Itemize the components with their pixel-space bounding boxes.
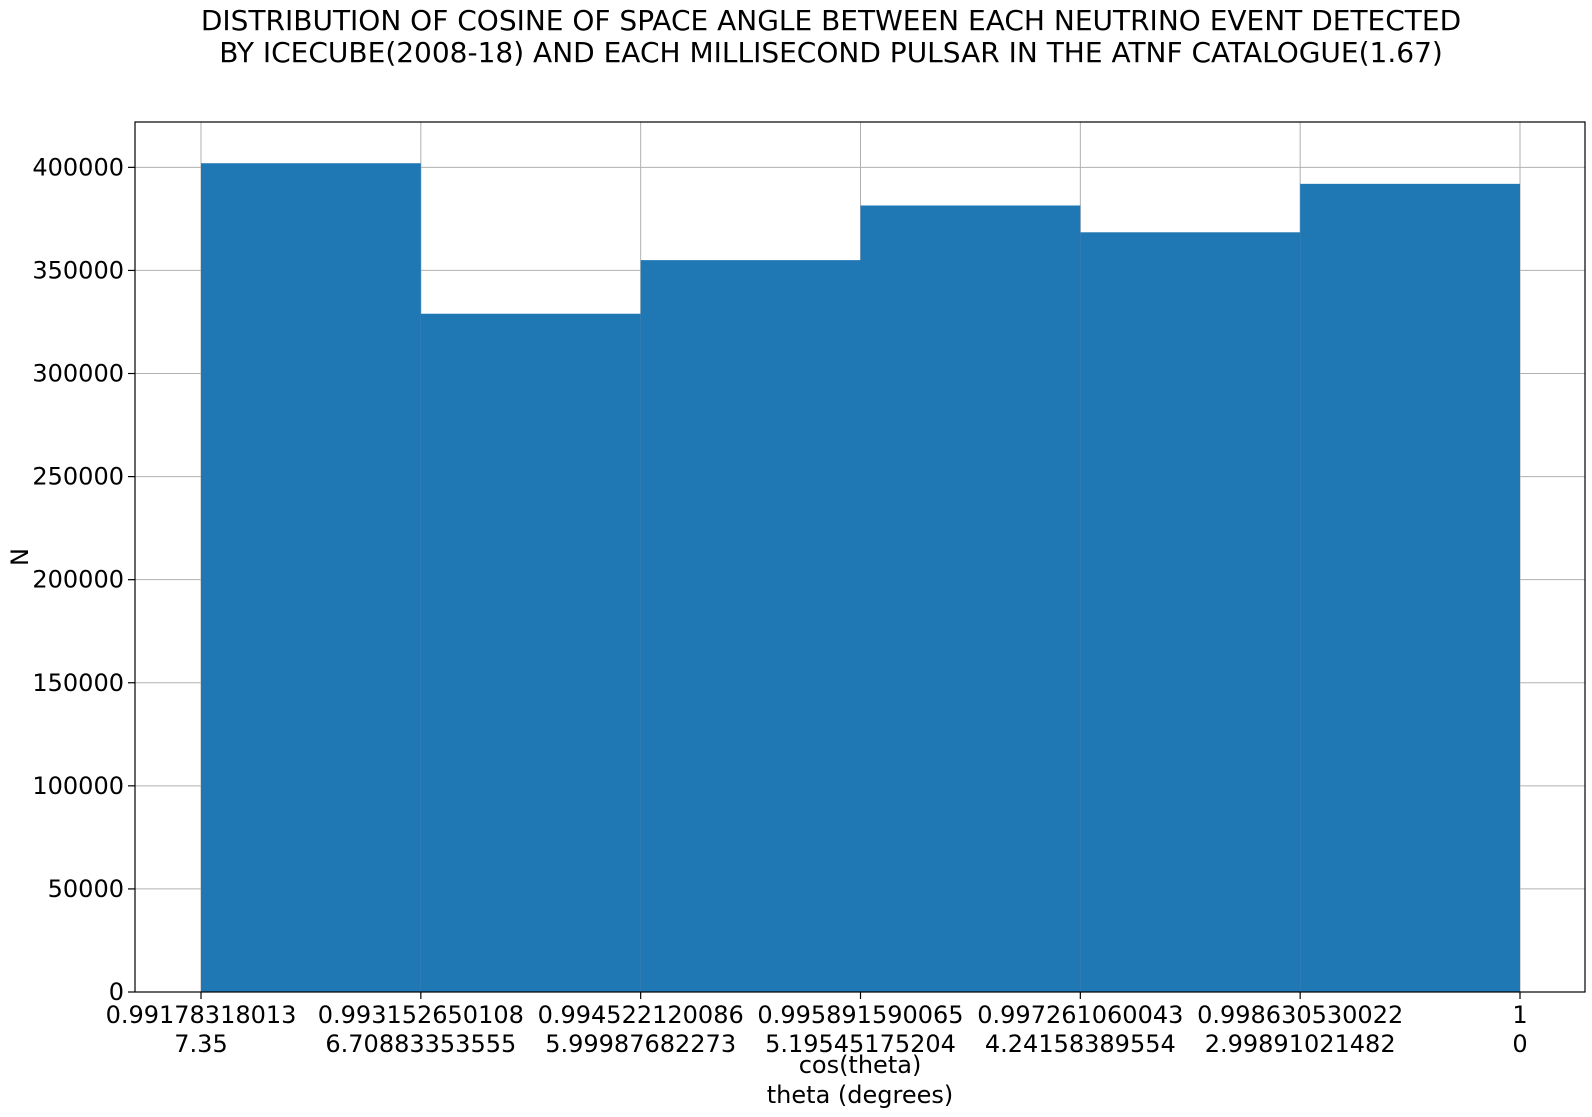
- y-tick-label-4: 200000: [32, 566, 124, 594]
- x-tick-label-cos-4: 0.997261060043: [977, 1001, 1183, 1029]
- histogram-bar-0: [201, 163, 421, 992]
- x-tick-label-cos-2: 0.994522120086: [538, 1001, 744, 1029]
- x-tick-label-cos-3: 0.995891590065: [757, 1001, 963, 1029]
- x-tick-label-cos-5: 0.998630530022: [1197, 1001, 1403, 1029]
- y-tick-label-5: 250000: [32, 463, 124, 491]
- histogram-bar-5: [1300, 183, 1520, 993]
- x-tick-label-theta-6: 0: [1512, 1030, 1527, 1058]
- histogram-bar-1: [420, 313, 641, 992]
- y-tick-label-1: 50000: [48, 875, 124, 903]
- y-tick-label-2: 100000: [32, 772, 124, 800]
- histogram-bar-4: [1080, 232, 1301, 992]
- y-tick-label-6: 300000: [32, 360, 124, 388]
- y-tick-label-7: 350000: [32, 256, 124, 284]
- x-tick-label-theta-4: 4.24158389554: [985, 1030, 1176, 1058]
- y-axis-label: N: [6, 548, 34, 566]
- x-tick-label-theta-3: 5.19545175204: [765, 1030, 956, 1058]
- x-axis-label-cos: cos(theta): [799, 1051, 922, 1079]
- x-tick-label-theta-0: 7.35: [174, 1030, 227, 1058]
- y-tick-label-3: 150000: [32, 669, 124, 697]
- chart-title-line-2: BY ICECUBE(2008-18) AND EACH MILLISECOND…: [219, 36, 1443, 69]
- histogram-bars: [201, 163, 1520, 993]
- x-axis-label-theta: theta (degrees): [767, 1081, 953, 1109]
- y-axis: 0 50000 100000 150000 200000 250000 300000 3500…: [32, 153, 135, 1006]
- chart-title-line-1: DISTRIBUTION OF COSINE OF SPACE ANGLE BE…: [201, 4, 1461, 37]
- y-tick-label-8: 400000: [32, 153, 124, 181]
- chart-title: DISTRIBUTION OF COSINE OF SPACE ANGLE BE…: [201, 4, 1461, 69]
- x-tick-label-cos-6: 1: [1512, 1001, 1527, 1029]
- histogram-bar-3: [860, 205, 1081, 993]
- x-tick-label-theta-5: 2.99891021482: [1205, 1030, 1396, 1058]
- x-tick-label-cos-0: 0.99178318013: [106, 1001, 297, 1029]
- histogram-bar-2: [640, 260, 861, 993]
- y-tick-label-0: 0: [109, 978, 124, 1006]
- x-tick-label-theta-2: 5.99987682273: [545, 1030, 736, 1058]
- x-tick-label-theta-1: 6.70883353555: [325, 1030, 516, 1058]
- x-tick-label-cos-1: 0.993152650108: [318, 1001, 524, 1029]
